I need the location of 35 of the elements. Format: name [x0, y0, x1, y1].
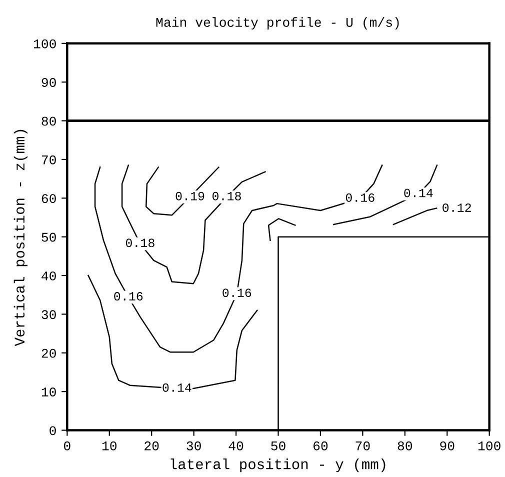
annotation: 0.18	[126, 238, 154, 248]
x-tick-label: 60	[314, 441, 328, 450]
line-series	[332, 164, 438, 226]
x-tick-label: 100	[478, 441, 500, 450]
line-series	[94, 164, 383, 353]
x-tick-label: 30	[186, 441, 201, 450]
y-tick-label: 10	[42, 388, 56, 396]
y-tick-label: 20	[42, 348, 56, 358]
x-tick-label: 70	[356, 441, 370, 450]
annotation: 0.18	[212, 192, 241, 200]
y-tick-label: 0	[50, 426, 56, 436]
x-tick-label: 80	[398, 441, 412, 450]
y-tick-label: 50	[42, 232, 56, 242]
x-axis-title: lateral position - y (mm)	[170, 458, 386, 472]
x-tick-label: 40	[228, 441, 244, 450]
annotation: 0.12	[442, 203, 471, 212]
y-tick-label: 30	[42, 310, 56, 320]
y-axis-title: Vertical position - z(mm)	[14, 130, 28, 346]
line-series	[121, 164, 266, 284]
y-tick-label: 80	[42, 116, 56, 126]
annotation: 0.14	[404, 188, 433, 198]
y-tick-label: 40	[42, 271, 56, 280]
y-tick-label: 70	[42, 155, 56, 164]
x-tick-label: 50	[271, 441, 286, 450]
chart-title: Main velocity profile - U (m/s)	[156, 17, 399, 30]
annotation: 0.19	[176, 192, 204, 200]
x-tick-label: 0	[64, 441, 70, 450]
y-tick-label: 100	[34, 39, 56, 48]
y-tick-label: 60	[42, 194, 56, 204]
x-tick-label: 90	[440, 441, 454, 450]
annotation: 0.16	[222, 288, 252, 298]
x-tick-label: 20	[144, 441, 159, 450]
x-tick-label: 10	[102, 441, 116, 450]
annotation: 0.16	[114, 292, 143, 301]
y-tick-label: 90	[42, 78, 56, 88]
